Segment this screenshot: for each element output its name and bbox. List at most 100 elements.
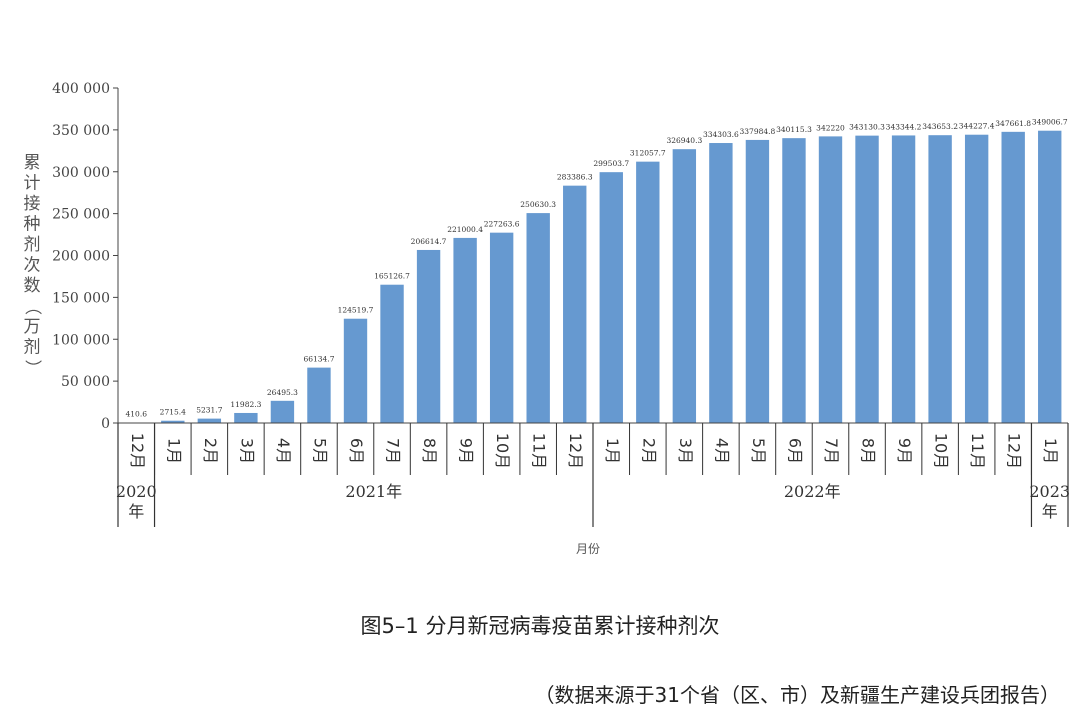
x-tick-label: 4月: [274, 438, 293, 464]
x-tick-label: 7月: [384, 438, 403, 464]
x-tick-label: 6月: [785, 438, 804, 464]
bar-value-label: 2715.4: [160, 408, 186, 417]
x-tick-label: 4月: [712, 438, 731, 464]
bar-value-label: 66134.7: [303, 355, 334, 364]
year-label: 2022年: [784, 482, 841, 501]
data-source-note: （数据来源于31个省（区、市）及新疆生产建设兵团报告）: [534, 683, 1060, 707]
year-label: 2021年: [345, 482, 402, 501]
bar: [745, 139, 770, 423]
bar-value-label: 344227.4: [959, 122, 995, 131]
y-tick-label: 250 000: [52, 207, 110, 223]
y-tick-label: 400 000: [52, 81, 110, 97]
x-tick-label: 1月: [603, 438, 622, 464]
y-label-char: 次: [24, 256, 41, 276]
y-label-char: 万: [24, 317, 41, 337]
y-tick-label: 100 000: [52, 332, 110, 348]
y-tick-label: 200 000: [52, 249, 110, 265]
bar-value-label: 410.6: [126, 410, 148, 419]
year-label: 2020: [116, 482, 157, 501]
x-tick-label: 7月: [822, 438, 841, 464]
chart-svg: 0 50 000 100 000 150 000 200 000 250 000 300 0…: [22, 81, 1070, 556]
x-tick-label: 6月: [347, 438, 366, 464]
bar: [307, 367, 331, 423]
bar: [891, 135, 916, 424]
bar-value-label: 26495.3: [267, 388, 298, 397]
x-tick-label: 3月: [237, 438, 256, 464]
x-tick-label: 1月: [1041, 438, 1060, 464]
bar-value-label: 343130.3: [849, 123, 885, 132]
y-label-char: 接: [24, 194, 41, 214]
y-tick-label: 50 000: [61, 374, 110, 390]
y-label-char: 数: [24, 276, 41, 296]
bar: [599, 172, 623, 423]
x-axis: 12月 1月 2月 3月 4月 5月 6月 7月 8月 9月 10月 11月 12月 1月 2月 3月 4月 5月…: [116, 422, 1070, 527]
y-label-char: 剂: [24, 235, 41, 255]
x-tick-label: 2月: [639, 438, 658, 464]
x-tick-label: 2月: [201, 438, 220, 464]
x-tick-label: 9月: [457, 438, 476, 464]
bar: [782, 138, 806, 423]
y-axis: 0 50 000 100 000 150 000 200 000 250 000 300 0…: [52, 81, 119, 432]
bar: [964, 134, 989, 424]
bar: [818, 136, 843, 423]
y-label-char: ）: [22, 360, 42, 377]
bar-value-label: 312057.7: [630, 149, 666, 158]
x-axis-label: 月份: [576, 542, 600, 556]
bar: [234, 412, 258, 423]
bar: [1038, 130, 1062, 423]
bar-value-label: 343653.2: [922, 122, 958, 131]
bar: [489, 232, 514, 423]
bar-value-label: 299503.7: [593, 159, 629, 168]
bar-value-label: 347661.8: [995, 119, 1031, 128]
bar-value-label: 11982.3: [230, 400, 261, 409]
bars: 410.6 2715.4 5231.7 11982.3 26495.3 66134.7 12…: [124, 118, 1068, 424]
x-tick-label: 12月: [1005, 433, 1024, 469]
bar: [709, 143, 733, 423]
bar: [416, 249, 441, 423]
x-tick-label: 10月: [932, 433, 951, 469]
bar-value-label: 221000.4: [447, 225, 483, 234]
bar-value-label: 206614.7: [411, 237, 447, 246]
y-label-char: 累: [24, 153, 41, 173]
bar: [526, 213, 550, 423]
bar: [161, 420, 185, 423]
bar-value-label: 342220: [816, 123, 845, 132]
y-label-char: （: [22, 298, 42, 315]
bar-value-label: 250630.3: [520, 200, 556, 209]
year-label: 年: [1042, 502, 1058, 521]
y-tick-label: 300 000: [52, 165, 110, 181]
x-tick-label: 8月: [859, 438, 878, 464]
x-tick-label: 12月: [566, 433, 585, 469]
x-tick-label: 11月: [530, 433, 549, 469]
bar: [197, 418, 222, 423]
x-tick-label: 11月: [968, 433, 987, 469]
x-tick-label: 12月: [128, 433, 147, 469]
y-label-char: 剂: [24, 338, 41, 358]
x-tick-label: 8月: [420, 438, 439, 464]
bar-value-label: 349006.7: [1032, 118, 1068, 127]
bar: [672, 149, 697, 423]
bar-value-label: 326940.3: [666, 136, 702, 145]
x-tick-label: 10月: [493, 433, 512, 469]
bar: [855, 135, 879, 424]
bar: [380, 284, 404, 423]
bar: [563, 185, 587, 423]
bar-value-label: 124519.7: [338, 306, 374, 315]
year-label: 2023: [1029, 482, 1070, 501]
x-tick-label: 3月: [676, 438, 695, 464]
x-tick-label: 1月: [164, 438, 183, 464]
bar: [270, 400, 295, 423]
y-tick-label: 150 000: [52, 290, 110, 306]
y-label-char: 计: [24, 174, 41, 194]
x-tick-label: 5月: [749, 438, 768, 464]
figure-caption: 图5–1 分月新冠病毒疫苗累计接种剂次: [360, 614, 720, 638]
x-tick-label: 5月: [310, 438, 329, 464]
bar: [343, 318, 368, 423]
bar: [636, 161, 660, 423]
bar: [928, 135, 952, 424]
bar-value-label: 334303.6: [703, 130, 739, 139]
bar-value-label: 340115.3: [776, 125, 812, 134]
bar-value-label: 343344.2: [886, 122, 922, 131]
bar-value-label: 227263.6: [484, 220, 520, 229]
